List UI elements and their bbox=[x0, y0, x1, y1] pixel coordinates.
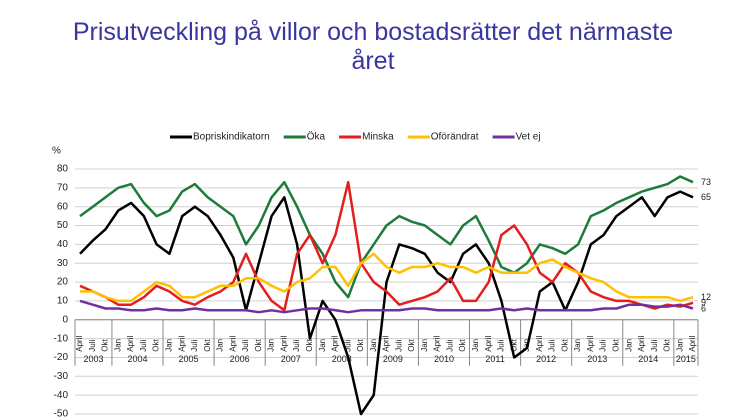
y-tick-label: 40 bbox=[57, 239, 69, 250]
end-label: 12 bbox=[701, 292, 711, 302]
series-line bbox=[79, 180, 694, 312]
x-tick-label: Jan bbox=[369, 339, 378, 352]
end-label: 73 bbox=[701, 177, 711, 187]
y-tick-label: 70 bbox=[57, 182, 69, 193]
x-tick-label: Okt bbox=[356, 339, 365, 352]
year-label: 2013 bbox=[587, 354, 607, 364]
y-tick-label: 0 bbox=[62, 314, 68, 325]
x-tick-label: April bbox=[688, 336, 697, 352]
year-label: 2015 bbox=[676, 354, 696, 364]
series-line bbox=[79, 175, 694, 299]
year-label: 2007 bbox=[281, 354, 301, 364]
legend-label: Bopriskindikatorn bbox=[193, 132, 270, 143]
x-tick-label: April bbox=[126, 336, 135, 352]
x-tick-label: Jan bbox=[318, 339, 327, 352]
x-tick-label: April bbox=[637, 336, 646, 352]
y-tick-label: -30 bbox=[54, 371, 69, 382]
x-tick-label: Juli bbox=[88, 340, 97, 352]
end-label: 9 bbox=[701, 298, 706, 308]
end-label: 65 bbox=[701, 192, 711, 202]
x-tick-label: Jan bbox=[573, 339, 582, 352]
x-tick-label: Okt bbox=[152, 339, 161, 352]
x-tick-label: Juli bbox=[139, 340, 148, 352]
x-tick-label: Okt bbox=[305, 339, 314, 352]
x-tick-label: Okt bbox=[203, 339, 212, 352]
x-tick-label: Okt bbox=[663, 339, 672, 352]
x-tick-label: April bbox=[382, 336, 391, 352]
x-tick-label: April bbox=[433, 336, 442, 352]
y-tick-label: -10 bbox=[54, 333, 69, 344]
x-tick-label: Jan bbox=[624, 339, 633, 352]
x-tick-label: Okt bbox=[560, 339, 569, 352]
x-tick-label: Okt bbox=[611, 339, 620, 352]
year-label: 2011 bbox=[485, 354, 504, 364]
x-tick-label: Juli bbox=[343, 340, 352, 352]
year-label: 2009 bbox=[383, 354, 403, 364]
x-tick-label: Jan bbox=[267, 339, 276, 352]
legend-label: Oförändrat bbox=[431, 132, 479, 143]
x-tick-label: Juli bbox=[497, 340, 506, 352]
x-tick-label: April bbox=[177, 336, 186, 352]
y-tick-label: 20 bbox=[57, 277, 69, 288]
year-label: 2006 bbox=[230, 354, 250, 364]
x-tick-label: Okt bbox=[509, 339, 518, 352]
x-tick-label: Juli bbox=[599, 340, 608, 352]
x-tick-label: Juli bbox=[241, 340, 250, 352]
x-tick-label: April bbox=[586, 336, 595, 352]
y-tick-label: 30 bbox=[57, 258, 69, 269]
year-label: 2005 bbox=[179, 354, 199, 364]
series-line bbox=[79, 299, 694, 314]
x-tick-label: Jan bbox=[165, 339, 174, 352]
series-line bbox=[80, 252, 694, 303]
chart-title: Prisutveckling på villor och bostadsrätt… bbox=[72, 18, 674, 75]
end-label: 6 bbox=[701, 303, 706, 313]
x-tick-label: Jan bbox=[420, 339, 429, 352]
year-label: 2003 bbox=[83, 354, 103, 364]
x-tick-label: Jan bbox=[675, 339, 684, 352]
x-tick-label: Juli bbox=[190, 340, 199, 352]
x-tick-label: Okt bbox=[458, 339, 467, 352]
series-line bbox=[79, 190, 694, 416]
x-tick-label: Juli bbox=[394, 340, 403, 352]
x-tick-label: April bbox=[484, 336, 493, 352]
x-tick-label: April bbox=[331, 336, 340, 352]
y-tick-label: 10 bbox=[57, 296, 69, 307]
legend-label: Öka bbox=[307, 131, 326, 143]
year-label: 2014 bbox=[638, 354, 658, 364]
y-tick-label: -40 bbox=[54, 390, 69, 401]
y-tick-label: -50 bbox=[54, 409, 69, 419]
x-tick-label: Jan bbox=[471, 339, 480, 352]
x-tick-label: April bbox=[535, 336, 544, 352]
year-label: 2012 bbox=[536, 354, 556, 364]
x-tick-label: April bbox=[228, 336, 237, 352]
x-tick-label: Juli bbox=[650, 340, 659, 352]
legend-label: Minska bbox=[362, 132, 394, 143]
y-tick-label: -20 bbox=[54, 352, 69, 363]
y-tick-label: 60 bbox=[57, 201, 69, 212]
x-tick-label: Juli bbox=[292, 340, 301, 352]
year-label: 2004 bbox=[127, 354, 147, 364]
x-tick-label: April bbox=[279, 336, 288, 352]
y-unit: % bbox=[52, 146, 61, 157]
x-tick-label: Okt bbox=[407, 339, 416, 352]
legend-label: Vet ej bbox=[516, 132, 541, 143]
year-label: 2008 bbox=[332, 354, 352, 364]
x-tick-label: Jan bbox=[216, 339, 225, 352]
x-tick-label: Okt bbox=[254, 339, 263, 352]
year-label: 2010 bbox=[434, 354, 454, 364]
y-tick-label: 80 bbox=[57, 164, 69, 175]
y-tick-label: 50 bbox=[57, 220, 69, 231]
x-tick-label: Juli bbox=[548, 340, 557, 352]
x-tick-label: April bbox=[75, 336, 84, 352]
x-tick-label: Okt bbox=[101, 339, 110, 352]
x-tick-label: Jan bbox=[113, 339, 122, 352]
x-tick-label: Juli bbox=[445, 340, 454, 352]
